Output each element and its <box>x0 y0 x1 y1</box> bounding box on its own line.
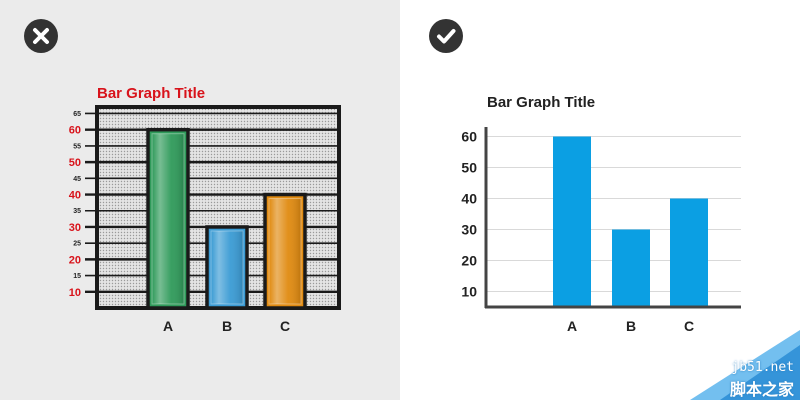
checkmark-icon <box>437 29 456 44</box>
y-tick-label: 55 <box>73 143 81 150</box>
y-tick-label: 15 <box>73 273 81 280</box>
x-mark-icon <box>33 28 49 44</box>
x-tick-label: B <box>626 318 636 334</box>
y-tick-label: 10 <box>461 284 477 300</box>
bad-bar-chart: 10 15 20 25 30 35 40 45 50 55 60 65 A B C <box>69 105 341 334</box>
y-tick-label: 60 <box>461 129 477 145</box>
y-tick-label: 30 <box>69 222 81 234</box>
y-tick-label: 45 <box>73 176 81 183</box>
y-tick-label: 50 <box>69 157 81 169</box>
bar-gloss <box>268 198 302 305</box>
y-tick-label: 35 <box>73 208 81 215</box>
y-tick-label: 40 <box>69 190 81 202</box>
x-tick-label: C <box>684 318 694 334</box>
y-tick-label: 10 <box>69 287 81 299</box>
y-tick-label: 20 <box>461 253 477 269</box>
checkmark-badge <box>429 19 463 53</box>
bar-gloss <box>210 230 244 305</box>
bar-b <box>612 229 650 307</box>
watermark: jb51.net 脚本之家 <box>690 330 800 400</box>
x-mark-badge <box>24 19 58 53</box>
bad-chart-title: Bar Graph Title <box>97 85 206 102</box>
y-tick-label: 25 <box>73 241 81 248</box>
x-tick-label: A <box>567 318 577 334</box>
y-tick-label: 60 <box>69 125 81 137</box>
good-bar-chart: 10 20 30 40 50 60 A B C <box>461 127 741 334</box>
y-tick-label: 20 <box>69 254 81 266</box>
y-tick-label: 30 <box>461 222 477 238</box>
bar-gloss <box>151 133 185 305</box>
y-tick-label: 65 <box>73 111 81 118</box>
y-tick-label: 40 <box>461 191 477 207</box>
y-tick-label: 50 <box>461 160 477 176</box>
x-tick-label: A <box>163 318 173 334</box>
good-chart-title: Bar Graph Title <box>487 94 596 111</box>
bar-a <box>553 136 591 307</box>
bar-c <box>670 198 708 307</box>
watermark-url: jb51.net <box>731 360 794 375</box>
x-tick-label: C <box>280 318 290 334</box>
good-example-panel <box>400 0 800 400</box>
watermark-name: 脚本之家 <box>729 380 794 399</box>
x-tick-label: B <box>222 318 232 334</box>
watermark-ribbon-icon <box>690 330 800 400</box>
